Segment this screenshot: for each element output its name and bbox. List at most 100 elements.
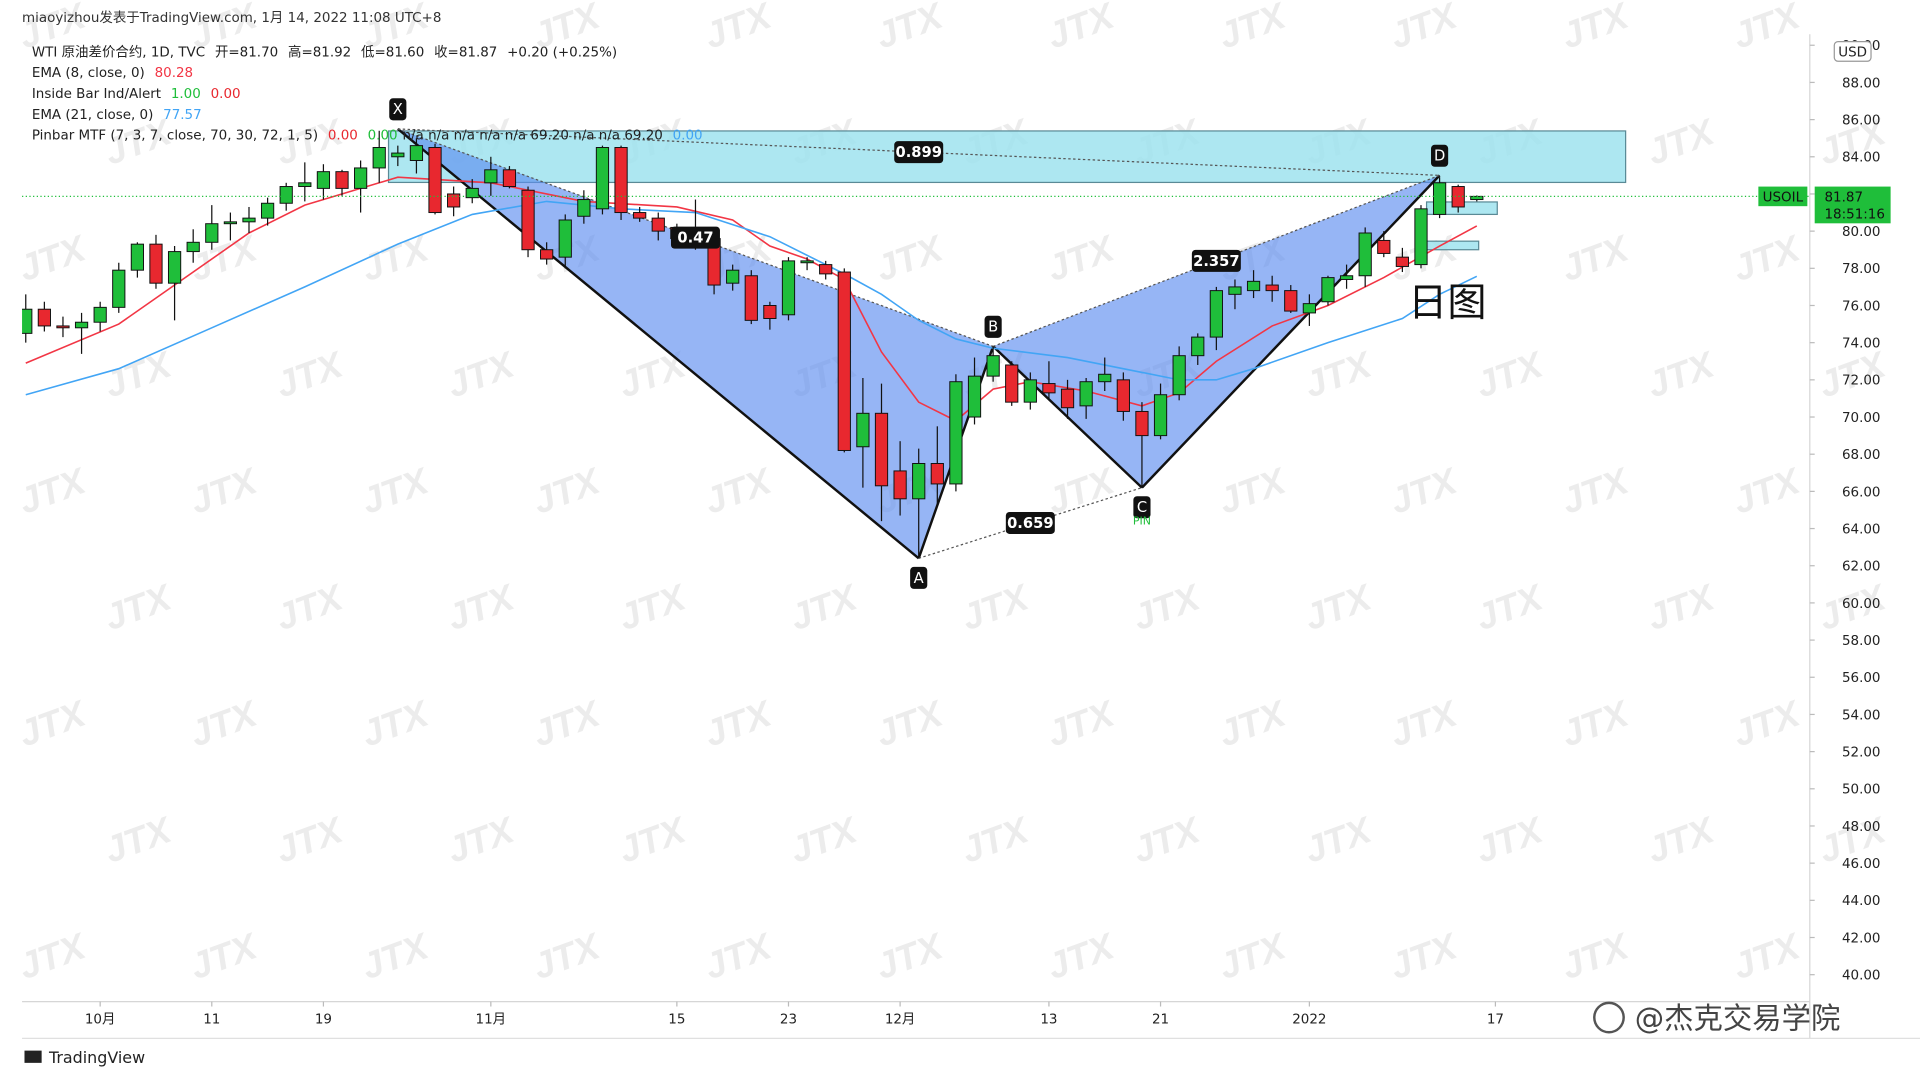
point-box [1133, 496, 1151, 519]
watermark: JTX [442, 576, 522, 638]
watermark: JTX [956, 576, 1036, 638]
y-tick-label: 42.00 [1842, 931, 1881, 946]
candle-body [56, 325, 70, 329]
y-tick-label: 72.00 [1842, 374, 1881, 389]
signature-icon [1593, 1001, 1625, 1034]
x-tick-label: 17 [1487, 1013, 1504, 1028]
candle-body [1209, 290, 1223, 338]
watermark: JTX [870, 0, 950, 56]
plot-area [22, 127, 1810, 560]
candle-body [1246, 280, 1261, 292]
currency: USD [1838, 45, 1867, 60]
watermark: JTX [1642, 110, 1722, 172]
candle-body [260, 202, 275, 219]
watermark: JTX [1556, 459, 1636, 521]
candle-body [1153, 394, 1168, 437]
watermark: JTX [185, 692, 265, 754]
ratio-label: 2.357 [1193, 253, 1239, 270]
signature: @杰克交易学院 [1635, 1002, 1841, 1036]
y-tick-label: 50.00 [1842, 783, 1881, 798]
x-tick-label: 2022 [1292, 1013, 1326, 1028]
candle-body [484, 169, 498, 184]
watermark: JTX [956, 808, 1036, 870]
watermark: JTX [1642, 576, 1722, 638]
candle-body [1116, 379, 1130, 412]
point-label: C [1137, 499, 1147, 516]
candle-body [1358, 232, 1372, 277]
legend-text: Pinbar MTF (7, 3, 7, close, 70, 30, 72, … [32, 129, 318, 144]
watermark: JTX [1213, 692, 1293, 754]
watermark: JTX [1042, 227, 1122, 289]
x-tick-label: 21 [1152, 1013, 1169, 1028]
watermark: JTX [1385, 459, 1465, 521]
legend-value: 80.28 [155, 66, 194, 81]
watermark: JTX [1042, 925, 1122, 987]
ratio-box [1191, 249, 1241, 272]
legend-text: 低=81.60 [361, 44, 424, 60]
watermark: JTX [99, 808, 179, 870]
candle-body [595, 147, 610, 210]
candle-body [93, 306, 107, 323]
logo: TradingView [48, 1048, 145, 1067]
candle-body [1228, 286, 1242, 295]
zone [387, 130, 1627, 184]
candle-body [130, 243, 144, 271]
candle-body [1042, 383, 1056, 394]
symbol-label: USOIL [1763, 190, 1804, 205]
legend-value: 1.00 [171, 87, 201, 102]
candle-body [279, 186, 293, 204]
x-tick-label: 15 [668, 1013, 685, 1028]
watermark: JTX [1727, 227, 1807, 289]
legend-line: EMA (8, close, 0) 80.28 [32, 66, 193, 81]
ratio-box [894, 141, 944, 164]
point-label: D [1434, 148, 1445, 165]
watermark: JTX [699, 459, 779, 521]
watermark: JTX [1642, 808, 1722, 870]
watermark: JTX [785, 808, 865, 870]
candle-body [205, 223, 219, 243]
ratio-label: 0.47 [677, 230, 713, 247]
x-tick-label: 12月 [885, 1013, 916, 1028]
y-tick-label: 76.00 [1842, 299, 1881, 314]
candle-body [74, 321, 89, 329]
candle-body [1377, 239, 1391, 254]
candle-body [335, 171, 349, 189]
candle-body [744, 275, 758, 321]
watermark: JTX [1727, 0, 1807, 56]
watermark: JTX [270, 808, 350, 870]
legend-value: 0.00 [211, 87, 241, 102]
candle-body [242, 217, 256, 223]
watermark: JTX [613, 576, 693, 638]
watermark: JTX [99, 343, 179, 405]
watermark: JTX [1727, 925, 1807, 987]
watermark: JTX [1213, 0, 1293, 56]
candle-body [1079, 381, 1093, 407]
watermark: JTX [1042, 0, 1122, 56]
candle-body [1023, 379, 1037, 403]
y-tick-label: 58.00 [1842, 634, 1881, 649]
candle-body [1321, 277, 1335, 303]
watermark: JTX [1470, 808, 1550, 870]
legend-value: 0.00 [673, 129, 703, 144]
candle-body [874, 412, 889, 487]
candle-body [502, 169, 517, 188]
watermark: JTX [442, 808, 522, 870]
watermark: JTX [699, 925, 779, 987]
watermark: JTX [270, 576, 350, 638]
candle-body [447, 193, 461, 208]
watermark: JTX [442, 343, 522, 405]
ratio-box [670, 226, 720, 249]
annotation: 日图 [1408, 281, 1486, 326]
watermark: JTX [613, 808, 693, 870]
candle-body [856, 412, 870, 448]
watermark: JTX [1385, 692, 1465, 754]
overlay: 0.47 0.659 2.357 0.899 X A B C D PIN USOIL 81.87 18:… [389, 41, 1891, 589]
y-tick-label: 54.00 [1842, 708, 1881, 723]
candle-body [1339, 275, 1354, 280]
legend-line: Inside Bar Ind/Alert 1.00 0.00 [32, 87, 241, 102]
candle-body [540, 249, 554, 260]
x-tick-label: 11 [203, 1013, 220, 1028]
legend-value: n/a n/a n/a n/a n/a 69.20 n/a n/a 69.20 [402, 129, 662, 144]
legend: WTI 原油差价合约, 1D, TVC 开=81.70 高=81.92 低=81.60… [32, 43, 703, 143]
